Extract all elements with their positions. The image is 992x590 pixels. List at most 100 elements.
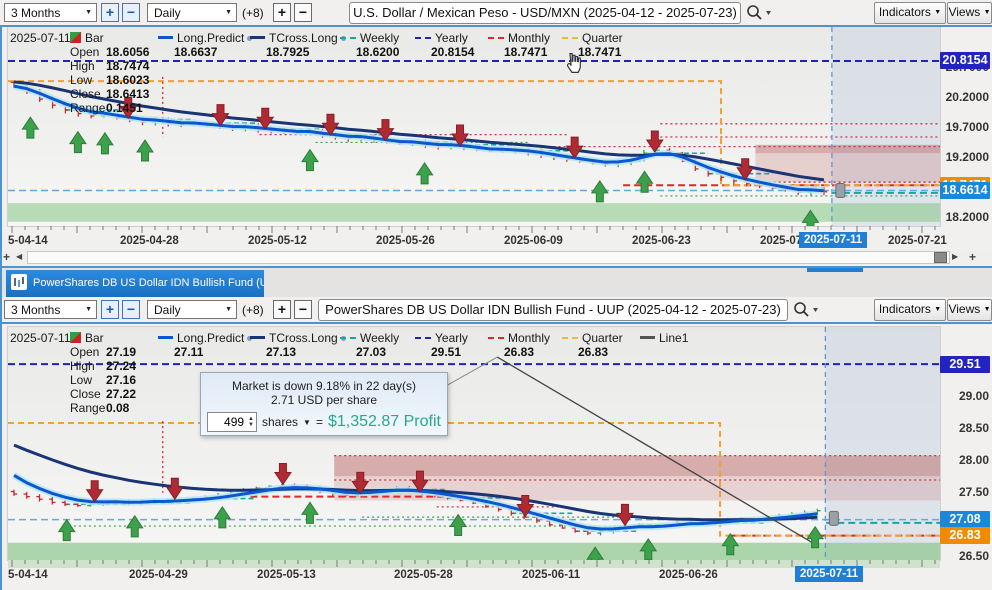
range-indicator — [807, 268, 863, 272]
price-badge: 26.83 — [940, 527, 990, 544]
tooltip-per-share-text: 2.71 USD per share — [270, 393, 378, 407]
timeframe-select-2[interactable]: 3 Months ▼ — [4, 300, 97, 319]
scrollbar-track[interactable] — [27, 251, 950, 264]
chevron-down-icon: ▼ — [983, 9, 991, 16]
down-arrow-icon — [274, 462, 292, 486]
scroll-right-icon[interactable]: ▶ — [952, 252, 959, 261]
timeframe-select[interactable]: 3 Months ▼ — [4, 3, 97, 22]
search-button-2[interactable] — [793, 301, 823, 319]
y-tick-label: 27.50 — [958, 485, 989, 499]
zoom-in-button[interactable]: + — [101, 3, 119, 22]
scroll-expand-right-icon[interactable]: + — [969, 250, 977, 264]
drag-handle[interactable] — [828, 510, 839, 526]
up-arrow-icon — [125, 514, 144, 538]
down-arrow-icon — [351, 471, 370, 495]
chart-panel-uup: 29.00 28.50 28.00 27.50 26.50 29.51 27.08 26.83… — [0, 326, 992, 590]
chevron-down-icon: ▼ — [983, 306, 991, 313]
up-arrow-icon — [590, 180, 609, 203]
window-left-edge — [0, 26, 2, 590]
down-arrow-icon — [119, 96, 138, 120]
up-arrow-icon — [301, 501, 319, 524]
add-bars-button[interactable]: + — [273, 3, 291, 22]
x-tick-label: 2025-05-12 — [248, 235, 307, 247]
chart-plot-uup[interactable] — [7, 326, 941, 569]
down-arrow-icon — [85, 480, 104, 503]
views-label: Views — [948, 302, 981, 316]
up-arrow-icon — [213, 505, 232, 529]
zoom-out-button[interactable]: − — [122, 3, 140, 22]
axis-ticks — [8, 560, 940, 568]
zoom-out-button-2[interactable]: − — [122, 300, 140, 319]
down-arrow-icon — [616, 503, 634, 527]
indicators-button-2[interactable]: Indicators ▼ — [874, 299, 946, 321]
tooltip-market-text: Market is down 9.18% in 22 day(s) — [231, 379, 417, 393]
up-arrow-icon — [635, 170, 654, 193]
add-bars-button-2[interactable]: + — [273, 300, 291, 319]
axis-ticks — [11, 226, 936, 233]
chevron-down-icon: ▼ — [85, 9, 92, 16]
timeframe-value: 3 Months — [11, 303, 61, 317]
shares-label: shares — [262, 415, 299, 429]
up-arrow-icon — [136, 139, 154, 162]
price-badge: 29.51 — [940, 356, 990, 373]
chevron-down-icon[interactable]: ▼ — [303, 417, 311, 427]
down-arrow-icon — [645, 130, 664, 153]
zoom-in-button-2[interactable]: + — [101, 300, 119, 319]
search-icon — [747, 5, 771, 20]
up-arrow-icon — [449, 513, 468, 537]
tab-label: PowerShares DB US Dollar IDN Bullish Fun… — [33, 277, 264, 289]
up-arrow-icon — [95, 131, 114, 155]
price-chart-canvas[interactable] — [8, 27, 940, 232]
price-badge: 27.08 — [940, 511, 990, 528]
chevron-down-icon: ▼ — [934, 9, 942, 16]
remove-bars-button[interactable]: − — [294, 3, 312, 22]
down-arrow-icon — [736, 158, 755, 181]
up-arrow-icon — [806, 525, 825, 549]
date-axis-uup[interactable]: 5-04-14 2025-04-29 2025-05-13 2025-05-28 202… — [8, 560, 940, 590]
chevron-down-icon: ▼ — [934, 306, 942, 313]
scrollbar-thumb[interactable] — [934, 252, 947, 263]
y-tick-label: 18.2000 — [945, 210, 989, 224]
shares-stepper[interactable]: ▲ ▼ — [248, 416, 254, 428]
down-arrow-icon — [565, 136, 584, 159]
x-tick-label: 2025-06-23 — [632, 235, 691, 247]
chevron-down-icon: ▼ — [225, 306, 232, 313]
interval-select-2[interactable]: Daily ▼ — [147, 300, 237, 319]
views-button-2[interactable]: Views ▼ — [947, 299, 992, 321]
views-button[interactable]: Views ▼ — [947, 2, 992, 24]
profit-value: $1,352.87 Profit — [327, 413, 441, 430]
chart-plot-usdmxn[interactable] — [7, 26, 941, 232]
y-tick-label: 28.00 — [958, 453, 989, 467]
x-tick-label: 5-04-14 — [8, 569, 48, 581]
current-date-chip: 2025-07-11 — [795, 566, 864, 582]
up-arrow-icon — [57, 518, 76, 542]
search-button[interactable] — [746, 4, 776, 22]
x-tick-label: 2025-05-28 — [394, 569, 453, 581]
chevron-down-icon: ▼ — [85, 306, 92, 313]
remove-bars-button-2[interactable]: − — [294, 300, 312, 319]
price-axis-uup[interactable]: 29.00 28.50 28.00 27.50 26.50 29.51 27.08 26.83 — [940, 327, 992, 563]
scroll-left-icon[interactable]: ◀ — [16, 252, 23, 261]
top-toolbar: 3 Months ▼ + − Daily ▼ (+8) + − U.S. Dolla… — [0, 0, 992, 27]
down-arrow-icon — [376, 119, 395, 142]
tab-uup[interactable]: PowerShares DB US Dollar IDN Bullish Fun… — [6, 270, 264, 297]
indicators-button[interactable]: Indicators ▼ — [874, 2, 946, 24]
search-icon — [794, 302, 818, 317]
up-arrow-icon — [415, 161, 434, 185]
y-tick-label: 29.00 — [958, 389, 989, 403]
symbol-title-box-2[interactable]: PowerShares DB US Dollar IDN Bullish Fun… — [318, 299, 788, 321]
price-chart-canvas[interactable] — [8, 327, 940, 569]
x-tick-label: 2025-05-13 — [257, 569, 316, 581]
down-arrow-icon — [451, 124, 469, 147]
symbol-title-box[interactable]: U.S. Dollar / Mexican Peso - USD/MXN (20… — [349, 2, 741, 24]
up-arrow-icon — [68, 130, 87, 154]
date-axis-usdmxn[interactable]: 5-04-14 2025-04-28 2025-05-12 2025-05-26 202… — [8, 226, 947, 250]
chart-scrollbar[interactable]: + ◀ ▶ + — [0, 250, 992, 265]
interval-select[interactable]: Daily ▼ — [147, 3, 237, 22]
y-tick-label: 26.50 — [958, 549, 989, 563]
down-arrow-icon — [411, 470, 429, 494]
shares-input[interactable] — [208, 413, 247, 431]
scroll-expand-left-icon[interactable]: + — [3, 250, 11, 264]
price-axis-usdmxn[interactable]: 20.700020.200019.700019.200018.200020.81… — [940, 27, 992, 226]
drag-handle[interactable] — [835, 183, 846, 199]
